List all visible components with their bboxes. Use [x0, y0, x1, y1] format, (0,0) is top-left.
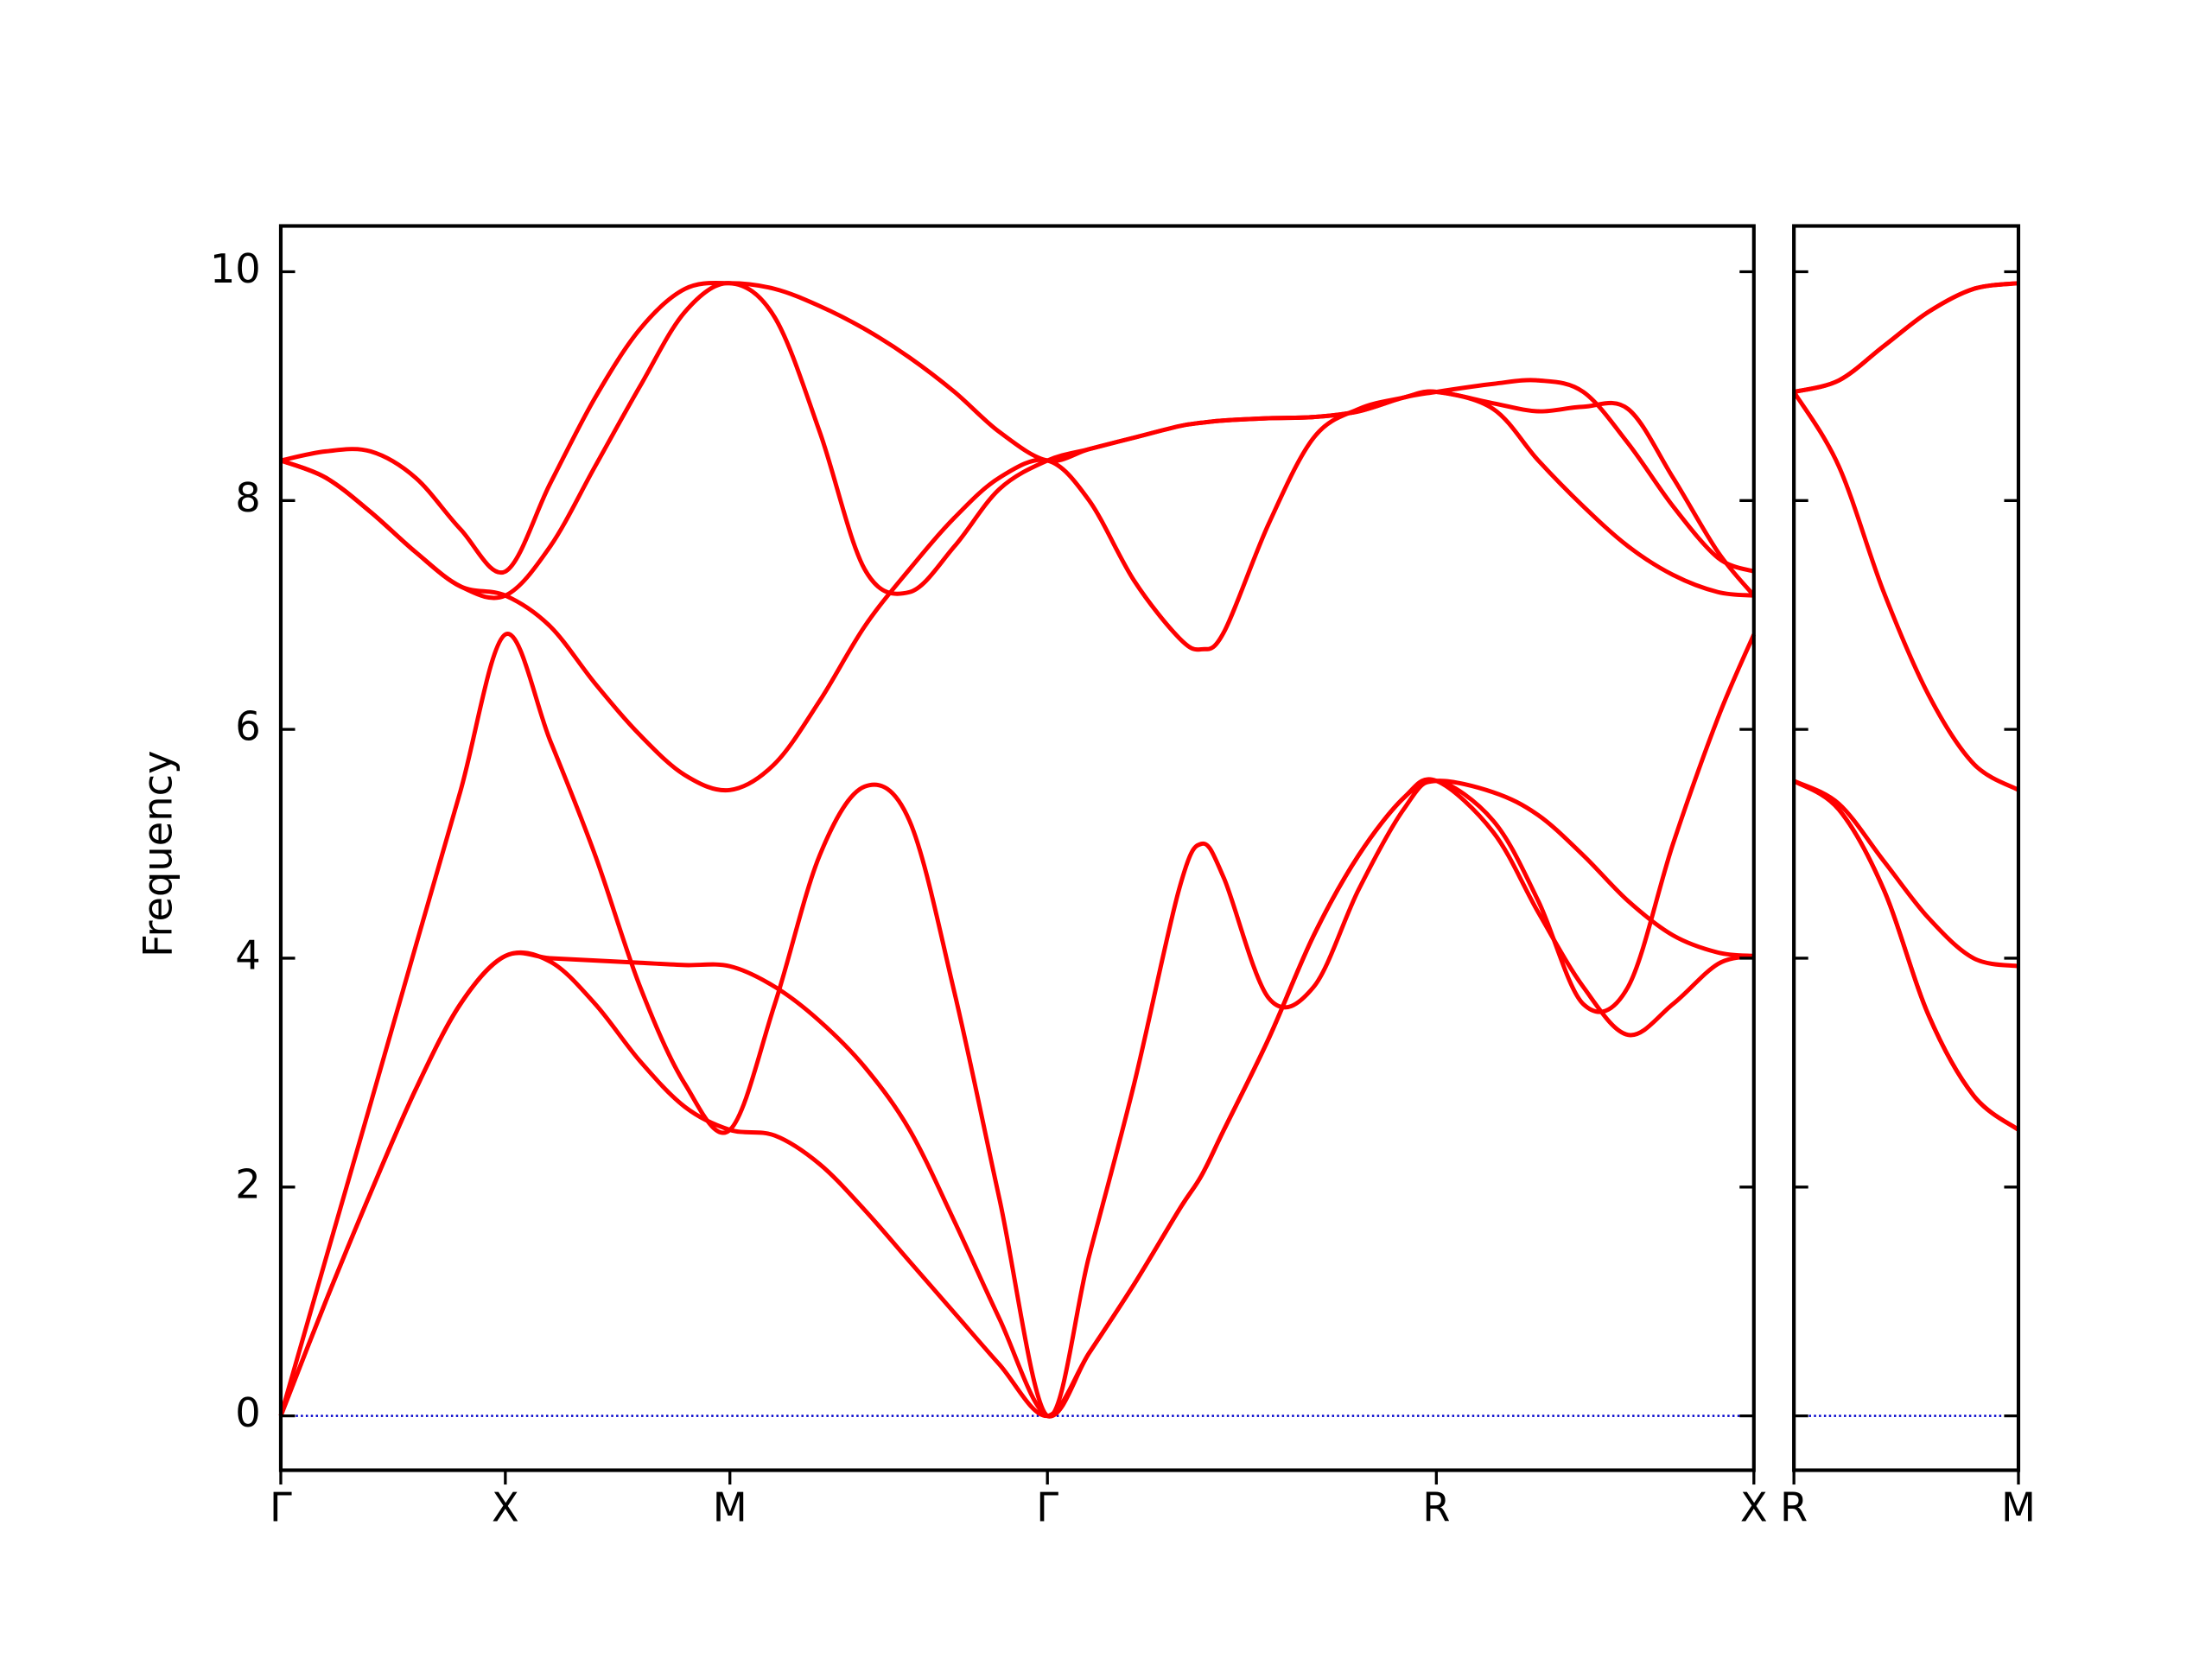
- band-line: [1793, 281, 2019, 394]
- x-tick-label: Γ: [1036, 1484, 1058, 1530]
- plot-frame: [1792, 224, 2021, 1472]
- band-line: [278, 632, 1757, 1419]
- x-tick-label: X: [1740, 1484, 1768, 1530]
- band-line: [1792, 391, 2020, 792]
- band-line: [1793, 779, 2019, 969]
- y-tick-label: 6: [235, 703, 260, 750]
- band-line: [280, 281, 1755, 601]
- x-tick-label: X: [492, 1484, 519, 1530]
- y-tick-label: 0: [235, 1389, 260, 1436]
- y-tick-label: 8: [235, 474, 260, 521]
- x-tick-label: R: [1422, 1484, 1450, 1530]
- y-tick-label: 10: [210, 245, 261, 292]
- plot-frame: [278, 224, 1756, 1472]
- x-tick-label: Γ: [270, 1484, 292, 1530]
- band-line: [280, 281, 1756, 597]
- y-tick-label: 4: [235, 931, 260, 978]
- x-tick-label: M: [713, 1484, 747, 1530]
- x-tick-label: R: [1780, 1484, 1808, 1530]
- y-axis-label: Frequency: [134, 750, 181, 957]
- y-tick-label: 2: [235, 1160, 260, 1207]
- band-line: [1792, 779, 2020, 1132]
- x-tick-label: M: [2001, 1484, 2036, 1530]
